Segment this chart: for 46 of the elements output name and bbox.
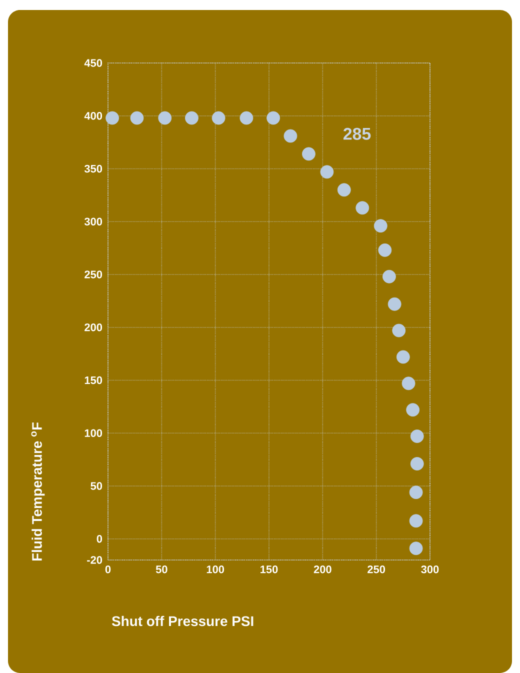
point	[266, 111, 280, 125]
y-axis-title: Fluid Temperature $^{o}$F	[31, 422, 45, 561]
y-tick-label: 200	[84, 323, 102, 332]
y-tick-label: 50	[90, 482, 102, 490]
point	[392, 324, 406, 338]
point	[284, 129, 298, 143]
point	[374, 219, 388, 233]
y-tick-label: 450	[84, 59, 102, 67]
y-tick-label: 100	[84, 429, 102, 437]
point	[158, 111, 172, 125]
point	[337, 183, 351, 197]
y-tick-label: 250	[84, 270, 102, 278]
y-tick-label: -20	[87, 556, 102, 564]
point	[378, 243, 392, 257]
point	[410, 430, 424, 443]
y-tick-label: 400	[84, 112, 102, 120]
point	[406, 403, 420, 417]
point	[409, 514, 423, 528]
point	[185, 111, 198, 125]
x-tick-label: 150	[260, 566, 278, 574]
x-tick-label: 200	[314, 566, 332, 574]
point	[130, 111, 144, 125]
point	[302, 147, 316, 161]
x-tick-label: 0	[105, 566, 111, 574]
x-axis-title: Shut off Pressure PSI	[112, 616, 254, 626]
y-tick-label: 350	[84, 164, 102, 173]
x-tick-label: 50	[156, 566, 168, 574]
point	[382, 270, 396, 284]
y-tick-label: 300	[84, 218, 102, 226]
point	[402, 376, 416, 390]
y-tick-label: 150	[84, 376, 102, 384]
x-tick-label: 250	[368, 566, 386, 574]
point	[356, 201, 370, 215]
x-tick-label: 100	[206, 566, 224, 574]
point	[409, 486, 423, 500]
point	[388, 297, 402, 311]
point	[396, 350, 410, 364]
point	[212, 111, 226, 125]
point	[409, 542, 423, 556]
point	[106, 111, 119, 125]
annotation: 285	[343, 128, 371, 140]
y-tick-label: 0	[96, 534, 102, 543]
point	[410, 457, 424, 470]
x-tick-label: 300	[421, 566, 439, 574]
point	[320, 165, 334, 179]
point	[240, 111, 254, 125]
